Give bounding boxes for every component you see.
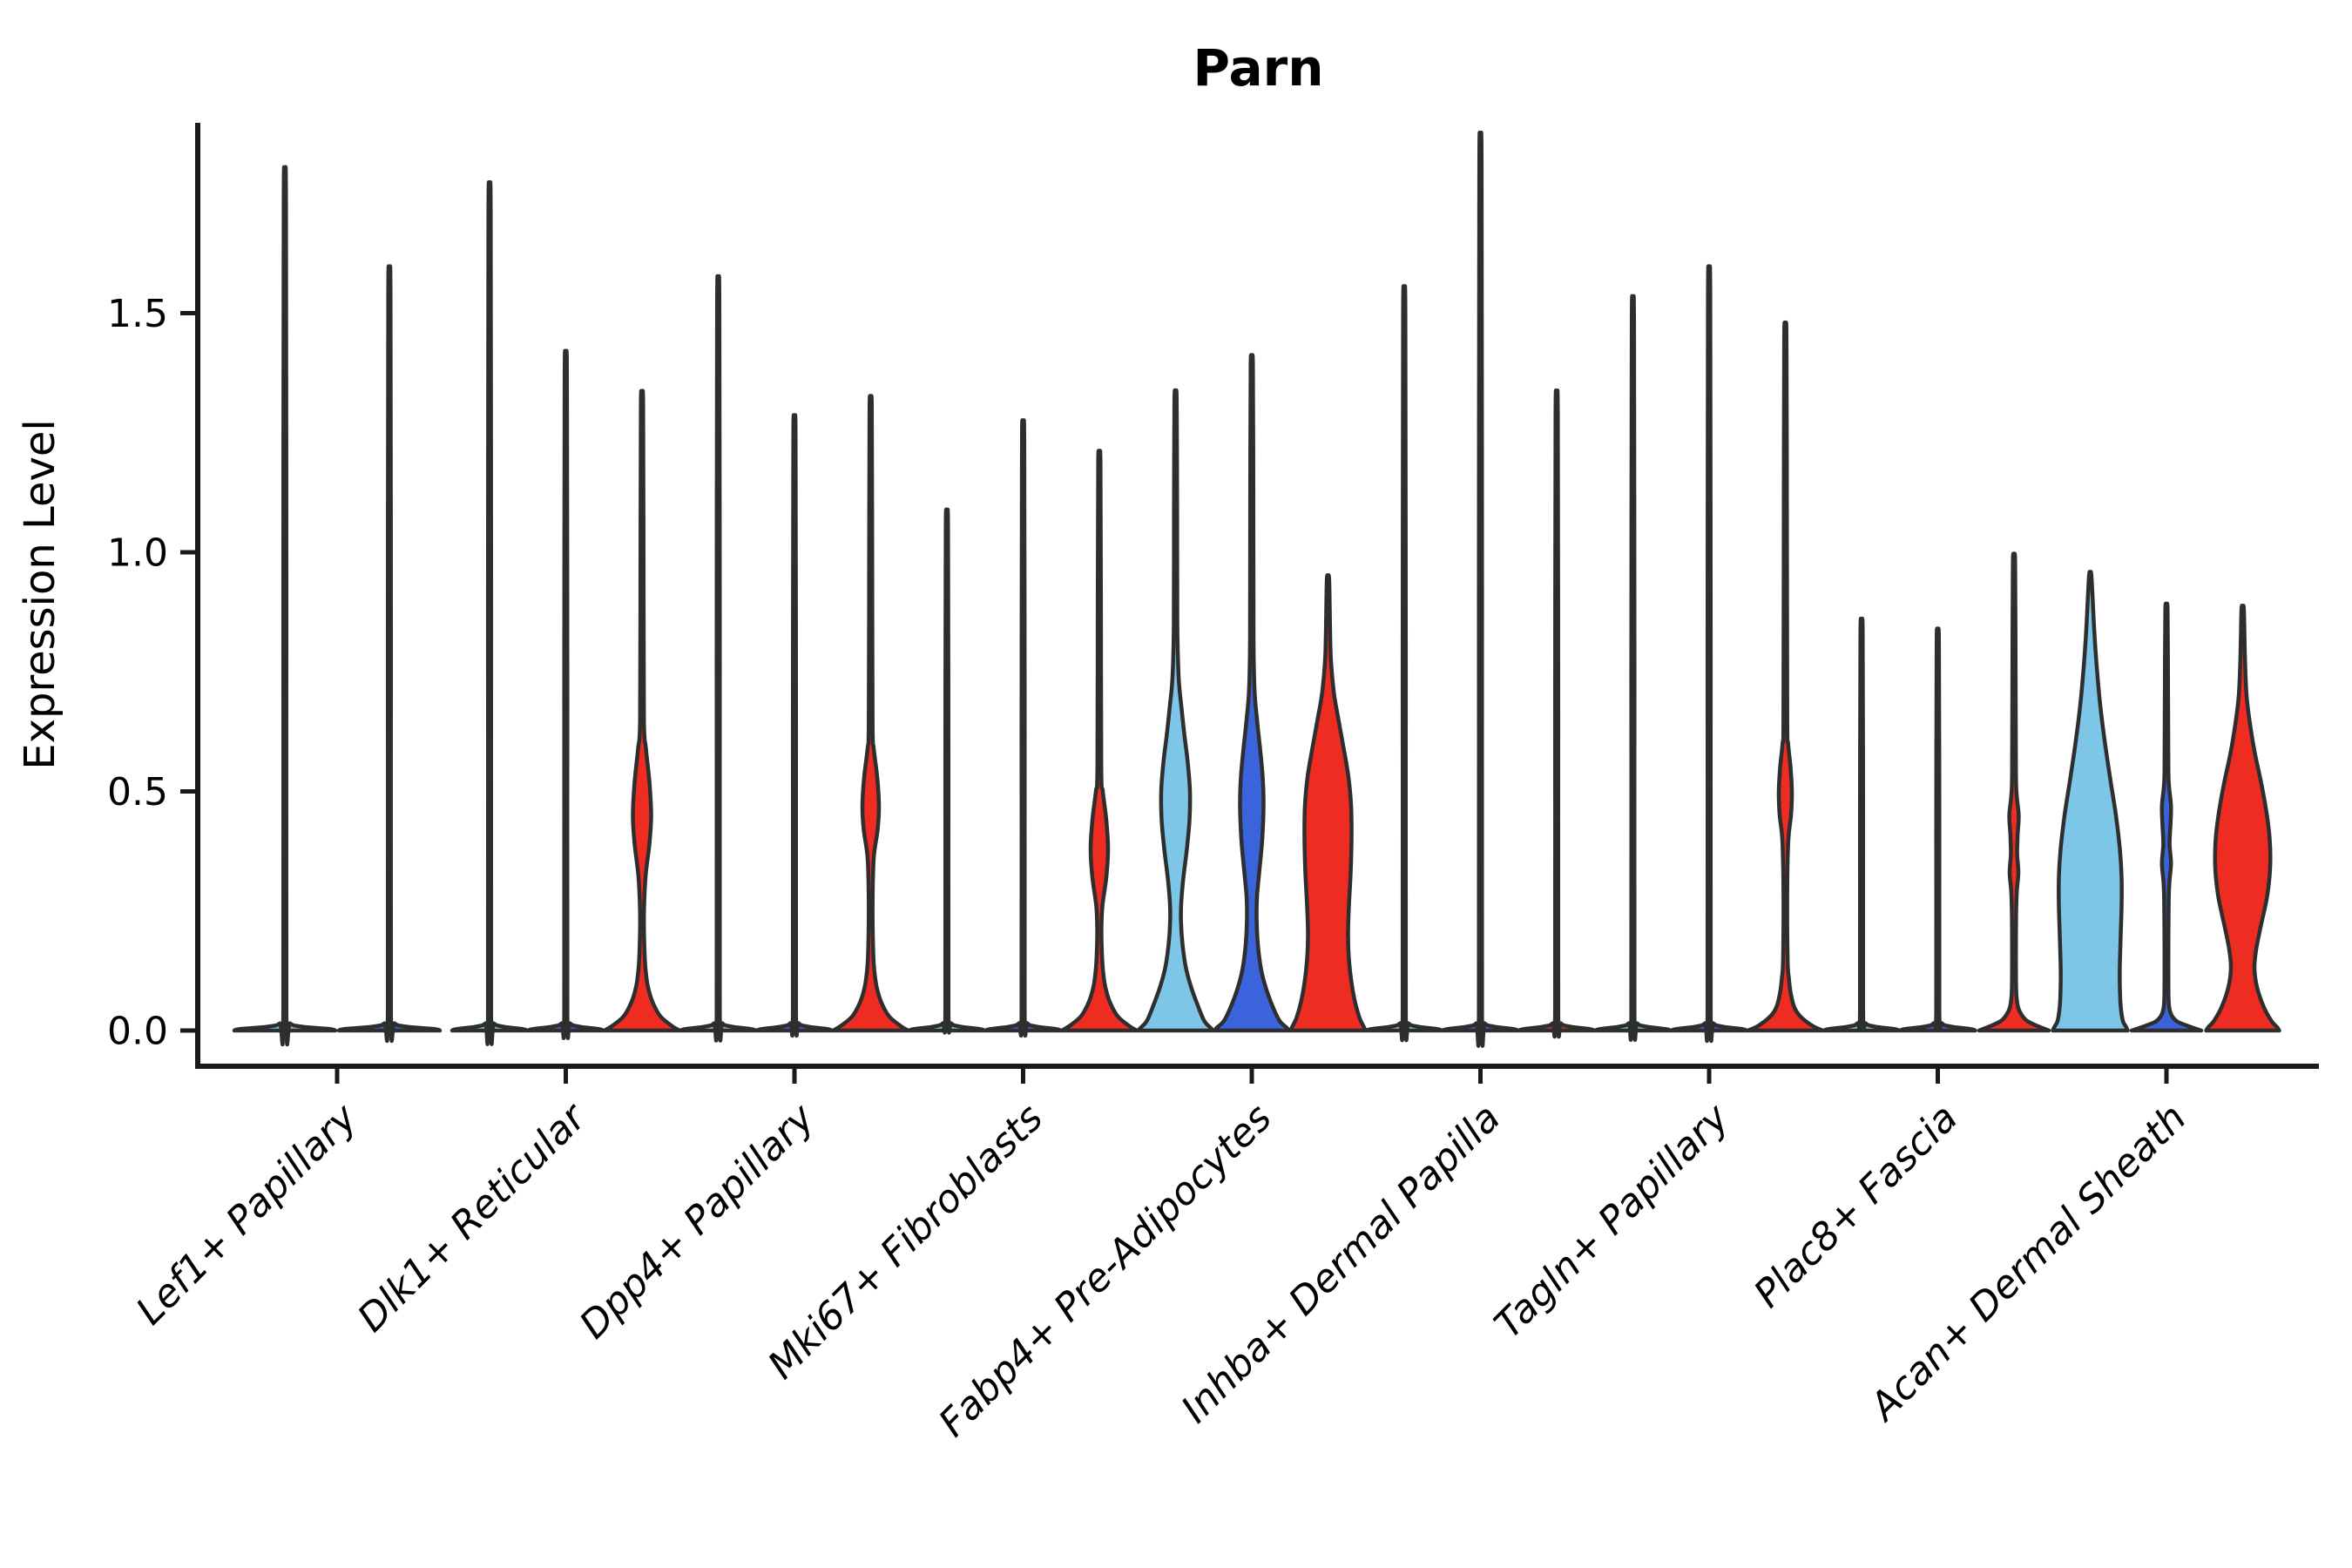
violin-acan-dermal-sheath-light_blue (2051, 570, 2130, 1033)
chart-title: Parn (1193, 38, 1324, 98)
violin-mki67-fibroblasts-dark_blue (983, 418, 1063, 1038)
x-tick-label-dpp4-papillary: Dpp4+ Papillary (571, 1095, 824, 1348)
violin-inhba-dermal-papilla-red (1517, 389, 1597, 1039)
violin-acan-dermal-sheath-dark_blue (2129, 601, 2204, 1033)
y-tick-label-1.0: 1.0 (107, 531, 168, 575)
violin-dlk1-reticular-red (602, 389, 682, 1033)
violin-dlk1-reticular-dark_blue (526, 348, 605, 1040)
violin-dlk1-reticular-light_blue (449, 180, 530, 1046)
y-tick-label-0.0: 0.0 (107, 1009, 168, 1053)
x-tick-label-tagln-papillary: Tagln+ Papillary (1486, 1095, 1738, 1347)
violin-tagln-papillary-red (1746, 320, 1825, 1033)
violin-fabp4-pre-adipocytes-dark_blue (1212, 353, 1292, 1033)
violin-mki67-fibroblasts-red (1059, 449, 1139, 1033)
violin-mki67-fibroblasts-light_blue (907, 507, 987, 1035)
violin-fabp4-pre-adipocytes-light_blue (1136, 388, 1215, 1033)
violin-dpp4-papillary-light_blue (679, 274, 758, 1043)
violin-acan-dermal-sheath-red (2204, 604, 2281, 1033)
violin-plac8-fascia-red (1977, 551, 2051, 1033)
violin-fabp4-pre-adipocytes-red (1288, 573, 1368, 1033)
x-tick-label-plac8-fascia: Plac8+ Fascia (1746, 1096, 1966, 1316)
y-tick-label-1.5: 1.5 (107, 292, 168, 336)
violin-tagln-papillary-light_blue (1593, 294, 1673, 1042)
violin-dpp4-papillary-dark_blue (754, 413, 835, 1038)
y-axis-title: Expression Level (16, 419, 64, 770)
violin-inhba-dermal-papilla-light_blue (1364, 284, 1444, 1043)
x-tick-label-dlk1-reticular: Dlk1+ Reticular (349, 1094, 596, 1341)
violin-inhba-dermal-papilla-dark_blue (1441, 131, 1520, 1048)
x-tick-label-lef1-papillary: Lef1+ Papillary (128, 1095, 367, 1334)
y-tick-label-0.5: 0.5 (107, 770, 168, 814)
violin-tagln-papillary-dark_blue (1669, 264, 1749, 1043)
violin-dpp4-papillary-red (831, 394, 910, 1033)
violin-plac8-fascia-dark_blue (1898, 626, 1977, 1033)
violin-plac8-fascia-light_blue (1821, 616, 1902, 1033)
violin-lef1-papillary-light_blue (232, 165, 338, 1047)
violin-lef1-papillary-dark_blue (336, 264, 443, 1043)
